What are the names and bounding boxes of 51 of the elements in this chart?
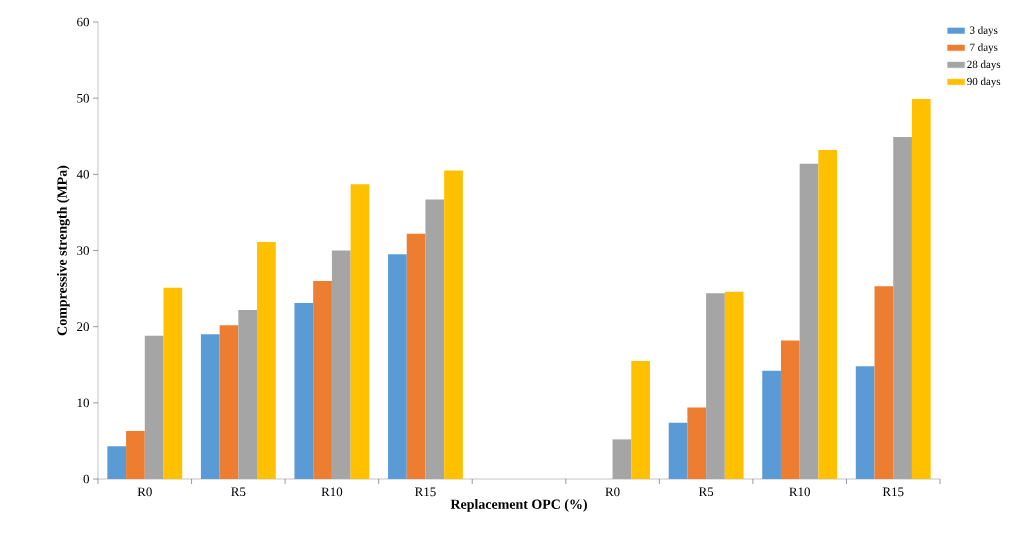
legend-label: 28 days: [967, 60, 1001, 71]
x-tick-label: R15: [415, 487, 436, 497]
bar: [163, 287, 183, 479]
bar: [799, 163, 819, 479]
bar: [126, 431, 145, 479]
bar: [668, 422, 688, 479]
y-tick-label: 40: [76, 169, 90, 179]
bar: [631, 360, 650, 479]
y-tick-label: 60: [77, 17, 90, 27]
bar: [257, 242, 276, 479]
bar: [238, 309, 258, 479]
legend-label: 90 days: [967, 77, 1001, 88]
bar: [200, 334, 220, 479]
x-tick-label: R5: [231, 487, 246, 497]
bar: [818, 149, 838, 479]
y-tick-label: 50: [77, 93, 90, 103]
bar: [444, 170, 463, 479]
bar: [893, 137, 912, 479]
bar: [219, 325, 239, 479]
x-tick-label: R10: [789, 487, 810, 497]
bar: [706, 293, 725, 479]
bar: [350, 184, 370, 479]
bar: [687, 407, 707, 479]
bar: [107, 446, 127, 479]
bar: [874, 286, 894, 479]
bar: [331, 250, 351, 479]
x-axis-title: Replacement OPC (%): [450, 499, 587, 512]
bar: [294, 303, 314, 479]
legend-label: 7 days: [970, 43, 998, 54]
bar: [313, 280, 332, 479]
bar: [855, 366, 875, 479]
bar: [612, 439, 632, 479]
y-tick-label: 10: [77, 398, 90, 408]
x-tick-label: R10: [321, 487, 343, 497]
x-tick-label: R0: [137, 487, 152, 497]
y-tick-label: 30: [77, 246, 90, 255]
bar: [762, 370, 781, 479]
y-axis-title: Compressive strength (MPa): [56, 165, 70, 336]
bar: [144, 335, 164, 479]
x-tick-label: R0: [605, 487, 620, 497]
bar: [780, 340, 800, 479]
x-tick-label: R15: [882, 487, 904, 497]
bar: [425, 199, 445, 479]
bar: [388, 254, 407, 479]
bar: [911, 98, 931, 479]
x-tick-label: R5: [698, 487, 714, 497]
y-tick-label: 0: [83, 474, 90, 484]
bar: [724, 291, 744, 479]
y-tick-label: 20: [77, 322, 90, 332]
legend-label: 3 days: [970, 26, 998, 37]
bar: [406, 233, 426, 479]
